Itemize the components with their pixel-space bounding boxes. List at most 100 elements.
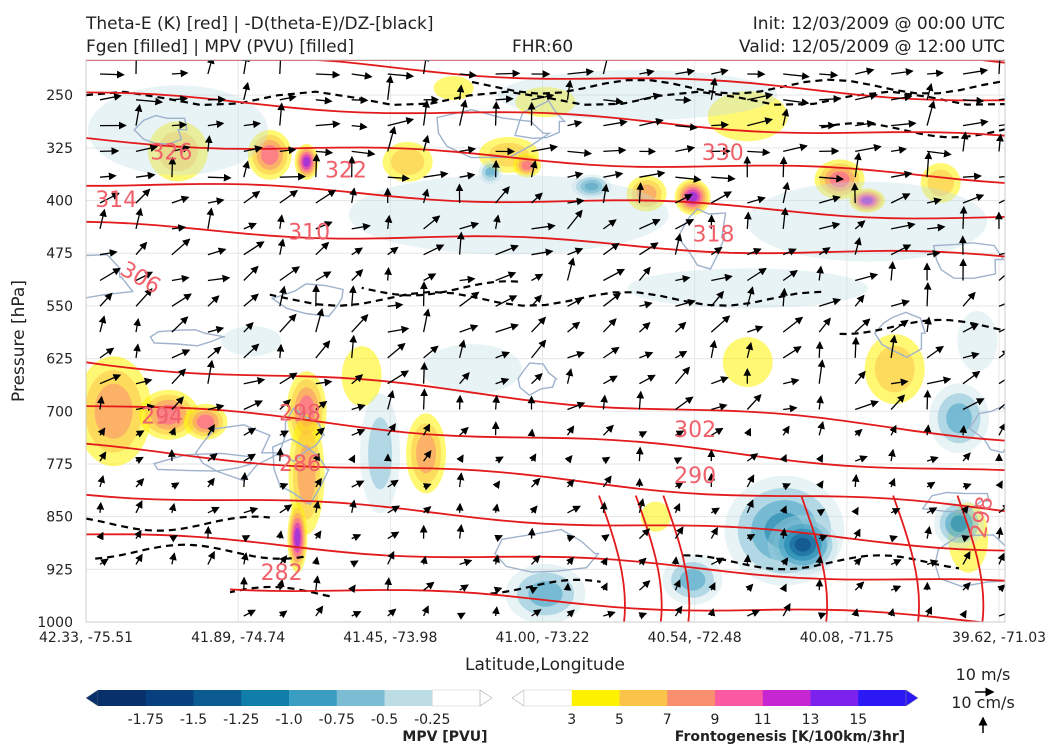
mpv-outline <box>270 283 344 317</box>
wind-vector <box>818 317 831 333</box>
wind-vector <box>207 550 215 565</box>
wind-vector <box>887 607 896 617</box>
wind-vector <box>351 247 363 256</box>
wind-vector <box>421 605 429 617</box>
wind-vector <box>818 534 828 542</box>
mpv-outline <box>677 208 727 270</box>
wind-vector <box>998 610 1005 618</box>
wind-vector <box>675 68 696 76</box>
wind-vector <box>133 318 141 333</box>
wind-vector <box>351 268 364 281</box>
wind-vector <box>387 174 410 182</box>
wind-vector <box>495 69 521 78</box>
wind-vector <box>99 192 120 204</box>
colorbar-segment <box>145 690 194 706</box>
wind-vector <box>531 192 543 204</box>
wind-vector <box>924 525 932 539</box>
wind-vector <box>926 197 942 206</box>
mpv-outline <box>494 528 600 573</box>
wind-vector <box>962 193 985 204</box>
fgen-fill <box>433 76 474 101</box>
mpv-outline <box>873 311 927 358</box>
wind-vector <box>207 247 227 256</box>
wind-vector <box>169 535 178 543</box>
wind-vector <box>420 361 429 384</box>
wind-vector <box>567 197 585 206</box>
wind-vector <box>674 233 683 255</box>
wind-vector <box>279 399 291 410</box>
mpv-outline <box>968 405 1005 454</box>
wind-vector <box>348 454 356 464</box>
wind-vector <box>529 505 538 514</box>
wind-vector <box>998 60 1001 75</box>
wind-vector <box>783 143 808 153</box>
wind-vector <box>926 481 936 490</box>
wind-vector <box>207 120 225 129</box>
wind-vector <box>135 403 156 412</box>
wind-vector <box>567 321 581 333</box>
wind-vector <box>675 275 691 283</box>
wind-vector <box>675 194 693 204</box>
colorbar-extend-left <box>85 689 99 707</box>
wind-vector <box>995 526 1004 539</box>
colorbar-extend-right <box>905 689 919 707</box>
wind-vector <box>747 195 766 204</box>
wind-vector <box>962 452 971 462</box>
wind-vector <box>171 349 191 359</box>
wind-vector <box>890 319 909 333</box>
wind-vector <box>889 334 898 359</box>
wind-vector <box>169 552 177 565</box>
wind-vector <box>315 427 325 436</box>
wind-vector <box>135 188 151 204</box>
wind-vector <box>243 343 260 359</box>
colorbar-extend-left <box>511 689 525 707</box>
dthetae-dz-contour <box>839 318 1005 336</box>
wind-vector <box>567 68 595 76</box>
y-tick-label: 625 <box>46 352 73 368</box>
wind-vector <box>889 424 897 436</box>
wind-vector <box>747 325 764 333</box>
wind-vector <box>746 393 762 410</box>
fgen-fill <box>640 501 671 532</box>
wind-vector <box>276 578 285 591</box>
theta-e-contour <box>86 60 1005 102</box>
mpv-outline <box>517 362 559 397</box>
wind-vector <box>890 221 916 230</box>
wind-vector <box>135 97 164 106</box>
wind-vector <box>171 316 189 333</box>
theta-e-contour <box>86 442 1005 513</box>
wind-vector <box>567 247 584 256</box>
wind-vector <box>171 293 192 307</box>
chart-title-line2: Fgen [filled] | MPV (PVU) [filled] <box>86 37 355 57</box>
wind-vector <box>243 609 256 617</box>
wind-vector <box>855 67 875 76</box>
wind-vector <box>243 400 263 411</box>
wind-vector <box>962 96 985 105</box>
forecast-hour: FHR:60 <box>512 37 574 57</box>
wind-key: 10 m/s 10 cm/s <box>951 665 1015 733</box>
wind-vector <box>207 197 225 206</box>
wind-vector <box>242 81 251 100</box>
wind-vector <box>783 98 810 107</box>
wind-vector <box>996 133 1004 152</box>
wind-vector <box>924 316 932 333</box>
fgen-colorbar: 3 5 7 9 11 13 15 <box>511 689 919 728</box>
wind-vector <box>710 246 723 256</box>
mpv-fill <box>679 569 706 591</box>
wind-vector <box>638 612 648 620</box>
wind-vector <box>243 120 261 129</box>
wind-vector <box>783 404 798 413</box>
wind-vector <box>962 550 971 565</box>
wind-vector <box>422 506 432 515</box>
wind-vector <box>315 189 337 204</box>
wind-vector <box>492 394 501 410</box>
wind-vector <box>315 271 332 282</box>
wind-vector <box>745 341 754 359</box>
wind-vector <box>240 471 249 488</box>
wind-vector <box>603 97 624 106</box>
wind-vector <box>170 482 180 490</box>
wind-vector <box>531 92 555 101</box>
wind-vector <box>531 273 544 282</box>
colorbar-segment <box>193 690 242 706</box>
